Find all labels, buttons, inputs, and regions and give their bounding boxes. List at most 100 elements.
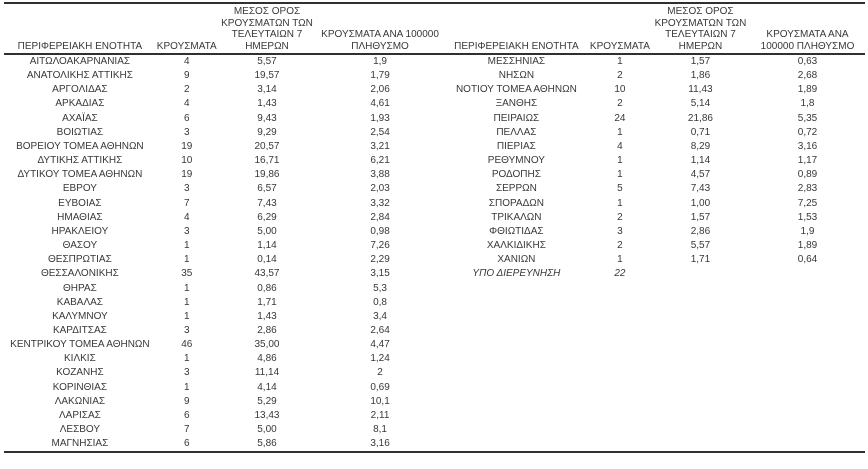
cell-region-name: ΠΙΕΡΙΑΣ	[496, 140, 536, 152]
header-line: ΚΡΟΥΣΜΑΤΩΝ ΤΩΝ	[221, 17, 313, 29]
cell-7day-average: 6,57	[257, 183, 277, 195]
cell-per-100000: 3,15	[370, 268, 390, 280]
cell-region-name: ΘΕΣΠΡΩΤΙΑΣ	[48, 254, 112, 266]
cell-per-100000: 2,06	[370, 84, 390, 96]
header-line: ΚΡΟΥΣΜΑΤΑ	[156, 40, 217, 52]
header-line: 100000 ΠΛΗΘΥΣΜΟ	[760, 40, 855, 52]
table-row: ΘΕΣΣΑΛΟΝΙΚΗΣ 35 43,57 3,15	[4, 267, 444, 281]
cell-7day-average: 20,57	[254, 140, 280, 152]
cell-7day-average: 1,71	[690, 254, 711, 266]
cell-cases: 1	[617, 126, 623, 138]
cell-region-name: ΣΕΡΡΩΝ	[495, 183, 537, 195]
cell-7day-average: 0,14	[257, 254, 277, 266]
table-row: ΚΑΒΑΛΑΣ 1 1,71 0,8	[4, 296, 444, 310]
cell-region-name: ΡΕΘΥΜΝΟΥ	[487, 155, 545, 167]
cell-cases: 1	[183, 282, 190, 294]
cell-cases: 7	[183, 197, 190, 209]
table-row: ΘΗΡΑΣ 1 0,86 5,3	[4, 282, 444, 296]
cell-7day-average: 1,57	[690, 211, 711, 223]
table-row: ΑΙΤΩΛΟΑΚΑΡΝΑΝΙΑΣ 4 5,57 1,9	[4, 54, 444, 69]
cell-cases: 1	[617, 56, 623, 67]
cell-cases: 4	[617, 140, 623, 152]
table-row: ΚΑΡΔΙΤΣΑΣ 3 2,86 2,64	[4, 324, 444, 338]
cell-per-100000: 2,29	[370, 254, 390, 266]
cell-region-name: ΕΥΒΟΙΑΣ	[58, 197, 102, 209]
column-header-7day-average: ΜΕΣΟΣ ΟΡΟΣ ΚΡΟΥΣΜΑΤΩΝ ΤΩΝ ΤΕΛΕΥΤΑΙΩΝ 7 ΗΜΕΡ…	[650, 4, 751, 55]
cell-cases: 4	[183, 211, 190, 223]
cell-7day-average: 0,71	[690, 126, 711, 138]
table-row: ΧΑΝΙΩΝ 1 1,71 0,64	[444, 253, 865, 267]
cases-by-region-table-right: ΠΕΡΙΦΕΡΕΙΑΚΗ ΕΝΟΤΗΤΑ ΚΡΟΥΣΜΑΤΑ ΜΕΣΟΣ ΟΡΟΣ Κ…	[443, 4, 865, 282]
cell-7day-average: 11,14	[254, 367, 280, 379]
table-row: ΑΡΚΑΔΙΑΣ 4 1,43 4,61	[4, 97, 444, 111]
cell-per-100000: 1,8	[800, 98, 815, 110]
cell-region-name: ΣΠΟΡΑΔΩΝ	[488, 197, 544, 209]
cell-cases: 1	[183, 381, 190, 393]
cell-cases: 5	[617, 183, 623, 195]
cell-per-100000: 1,93	[370, 112, 390, 124]
cell-per-100000: 2,83	[797, 183, 818, 195]
cell-per-100000: 7,25	[797, 197, 818, 209]
cell-cases: 3	[617, 225, 623, 237]
cell-per-100000: 3,88	[370, 169, 390, 181]
cell-per-100000: 1,89	[797, 240, 818, 252]
cell-region-name: ΒΟΡΕΙΟΥ ΤΟΜΕΑ ΑΘΗΝΩΝ	[16, 140, 144, 152]
cell-per-100000: 2,68	[797, 70, 818, 82]
cell-region-name: ΧΑΝΙΩΝ	[497, 254, 536, 266]
cell-7day-average: 7,43	[257, 197, 277, 209]
cell-region-name: ΦΘΙΩΤΙΔΑΣ	[489, 225, 544, 237]
cell-cases: 2	[617, 70, 623, 82]
table-header: ΠΕΡΙΦΕΡΕΙΑΚΗ ΕΝΟΤΗΤΑ ΚΡΟΥΣΜΑΤΑ ΜΕΣΟΣ ΟΡΟΣ Κ…	[4, 4, 444, 55]
table-row: ΣΠΟΡΑΔΩΝ 1 1,00 7,25	[444, 197, 865, 211]
column-header-cases: ΚΡΟΥΣΜΑΤΑ	[155, 4, 218, 55]
cell-cases: 7	[183, 424, 190, 436]
cell-region-name: ΘΕΣΣΑΛΟΝΙΚΗΣ	[40, 268, 119, 280]
table-header: ΠΕΡΙΦΕΡΕΙΑΚΗ ΕΝΟΤΗΤΑ ΚΡΟΥΣΜΑΤΑ ΜΕΣΟΣ ΟΡΟΣ Κ…	[443, 4, 865, 55]
cell-region-name: ΛΕΣΒΟΥ	[59, 424, 101, 436]
cell-per-100000: 1,17	[797, 155, 818, 167]
cell-region-name: ΠΕΙΡΑΙΩΣ	[493, 112, 540, 124]
column-header-per-100000: ΚΡΟΥΣΜΑΤΑ ΑΝΑ 100000 ΠΛΗΘΥΣΜΟ	[750, 4, 865, 55]
cell-region-name: ΛΑΚΩΝΙΑΣ	[54, 395, 106, 407]
table-row: ΔΥΤΙΚΗΣ ΑΤΤΙΚΗΣ 10 16,71 6,21	[4, 154, 444, 168]
cell-7day-average: 5,57	[257, 56, 277, 67]
cell-region-name: ΗΡΑΚΛΕΙΟΥ	[51, 225, 109, 237]
cell-cases: 46	[181, 339, 193, 351]
cell-cases: 2	[617, 211, 623, 223]
cell-cases: 9	[183, 70, 190, 82]
header-line: ΠΛΗΘΥΣΜΟ	[351, 40, 409, 52]
cell-region-name: ΑΡΓΟΛΙΔΑΣ	[52, 84, 108, 96]
cell-per-100000: 3,32	[370, 197, 390, 209]
cell-region-name: ΥΠΟ ΔΙΕΡΕΥΝΗΣΗ	[472, 268, 561, 280]
table-row: ΕΥΒΟΙΑΣ 7 7,43 3,32	[4, 197, 444, 211]
cell-per-100000: 5,35	[797, 112, 818, 124]
table-body: ΜΕΣΣΗΝΙΑΣ 1 1,57 0,63 ΝΗΣΩΝ 2 1,86 2,68 ΝΟΤΙΟΥ Τ…	[444, 54, 865, 282]
cell-per-100000: 1,24	[370, 353, 390, 365]
cell-cases: 6	[183, 438, 190, 450]
cell-per-100000: 0,72	[797, 126, 818, 138]
cell-7day-average: 9,29	[257, 126, 277, 138]
cell-7day-average: 1,14	[257, 240, 277, 252]
table-row: ΤΡΙΚΑΛΩΝ 2 1,57 1,53	[444, 211, 865, 225]
table-row: ΜΑΓΝΗΣΙΑΣ 6 5,86 3,16	[4, 437, 444, 451]
header-line: ΚΡΟΥΣΜΑΤΑ ΑΝΑ 100000	[321, 29, 439, 40]
cell-per-100000: 0,98	[370, 225, 390, 237]
cell-7day-average	[651, 267, 750, 281]
cell-region-name: ΗΜΑΘΙΑΣ	[57, 211, 103, 223]
table-row: ΘΑΣΟΥ 1 1,14 7,26	[4, 239, 444, 253]
cell-per-100000: 6,21	[370, 155, 390, 167]
cell-region-name: ΜΕΣΣΗΝΙΑΣ	[487, 56, 546, 67]
cell-region-name: ΘΗΡΑΣ	[63, 282, 97, 294]
cell-7day-average: 8,29	[690, 140, 711, 152]
table-row: ΞΑΝΘΗΣ 2 5,14 1,8	[444, 97, 865, 111]
cell-region-name: ΒΟΙΩΤΙΑΣ	[56, 126, 104, 138]
cell-cases: 6	[183, 112, 190, 124]
table-row: ΡΟΔΟΠΗΣ 1 4,57 0,89	[444, 168, 865, 182]
cell-7day-average: 3,14	[257, 84, 277, 96]
cell-cases: 1	[183, 240, 190, 252]
table-row: ΠΕΛΛΑΣ 1 0,71 0,72	[444, 126, 865, 140]
cell-region-name: ΞΑΝΘΗΣ	[495, 98, 538, 110]
cell-7day-average: 1,43	[257, 98, 277, 110]
cell-region-name: ΔΥΤΙΚΟΥ ΤΟΜΕΑ ΑΘΗΝΩΝ	[17, 169, 143, 181]
